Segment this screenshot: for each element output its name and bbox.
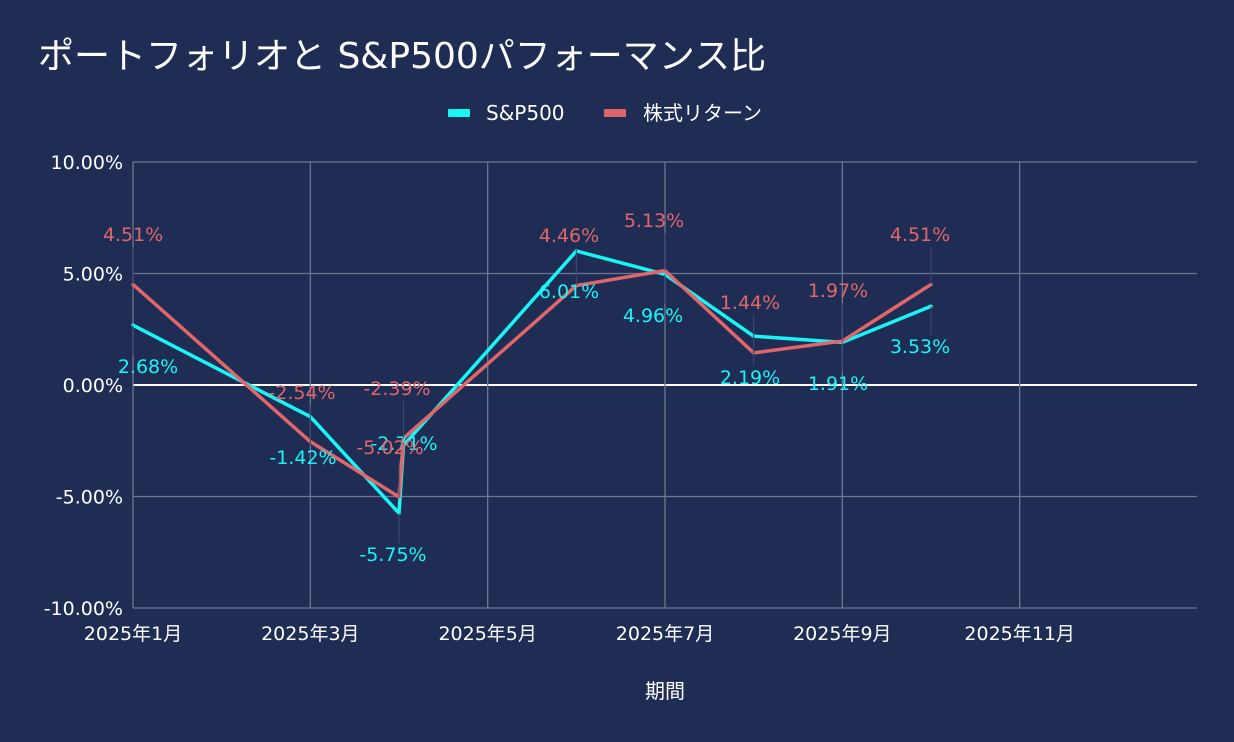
data-label: 4.46%: [539, 225, 599, 247]
legend-label-sp500: S&P500: [486, 101, 565, 125]
data-label: -2.71%: [370, 433, 437, 455]
legend-swatch-sp500: [448, 109, 470, 117]
grid: [132, 161, 1197, 609]
x-tick-label: 2025年1月: [84, 623, 182, 645]
legend: S&P500 株式リターン: [448, 101, 762, 125]
data-label: 6.01%: [539, 281, 599, 303]
chart-title: ポートフォリオと S&P500パフォーマンス比: [38, 36, 766, 77]
data-label: -2.54%: [268, 382, 335, 404]
data-label: 2.68%: [118, 356, 178, 378]
x-tick-label: 2025年3月: [261, 623, 359, 645]
data-label: 4.96%: [623, 305, 683, 327]
data-label: 1.91%: [808, 373, 868, 395]
data-label: 4.51%: [103, 224, 163, 246]
x-tick-label: 2025年11月: [964, 623, 1075, 645]
data-label: 3.53%: [890, 336, 950, 358]
y-tick-label: -10.00%: [44, 598, 123, 620]
legend-swatch-stock-return: [604, 109, 626, 117]
data-label: 1.44%: [720, 292, 780, 314]
x-tick-label: 2025年7月: [616, 623, 714, 645]
data-label: 1.97%: [808, 280, 868, 302]
data-label: -5.02%: [356, 437, 423, 459]
data-label: 5.13%: [624, 210, 684, 232]
x-tick-label: 2025年9月: [793, 623, 891, 645]
data-labels: 2.68% -1.42% -5.75% -2.71% 6.01% 4.96% 2.19% 1.…: [103, 210, 950, 566]
data-label: -2.39%: [363, 378, 430, 400]
x-tick-label: 2025年5月: [438, 623, 536, 645]
x-axis: 2025年1月 2025年3月 2025年5月 2025年7月 2025年9月 2025年…: [84, 623, 1075, 645]
data-label: 4.51%: [890, 224, 950, 246]
data-label: -1.42%: [269, 447, 336, 469]
x-axis-title: 期間: [645, 679, 685, 703]
data-label: -5.75%: [359, 544, 426, 566]
legend-label-stock-return: 株式リターン: [643, 101, 762, 125]
y-axis: 10.00% 5.00% 0.00% -5.00% -10.00%: [44, 152, 123, 620]
y-tick-label: 0.00%: [63, 375, 123, 397]
y-tick-label: 10.00%: [51, 152, 123, 174]
y-tick-label: 5.00%: [63, 264, 123, 286]
data-label: 2.19%: [720, 367, 780, 389]
y-tick-label: -5.00%: [56, 487, 123, 509]
